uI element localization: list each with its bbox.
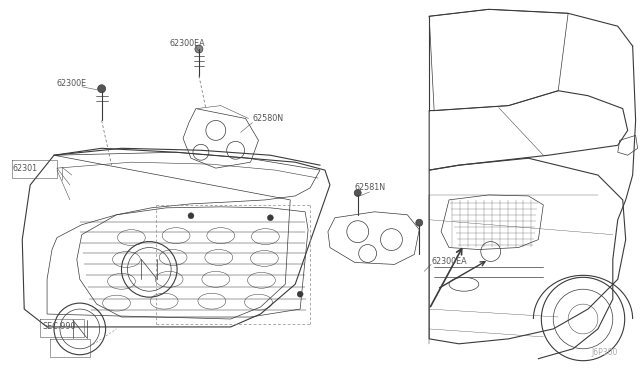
Circle shape bbox=[416, 219, 423, 226]
Text: 62301: 62301 bbox=[12, 164, 37, 173]
Text: 62580N: 62580N bbox=[253, 114, 284, 123]
Circle shape bbox=[98, 85, 106, 93]
Text: J6P300: J6P300 bbox=[591, 348, 618, 357]
Circle shape bbox=[355, 189, 361, 196]
Circle shape bbox=[195, 45, 203, 53]
Text: SEC.990: SEC.990 bbox=[42, 323, 76, 331]
Text: 62300EA: 62300EA bbox=[431, 257, 467, 266]
Circle shape bbox=[297, 291, 303, 297]
Text: 62300E: 62300E bbox=[57, 79, 87, 88]
Text: 62581N: 62581N bbox=[355, 183, 386, 192]
Text: 62300EA: 62300EA bbox=[169, 39, 205, 48]
Circle shape bbox=[268, 215, 273, 221]
Circle shape bbox=[188, 213, 194, 219]
